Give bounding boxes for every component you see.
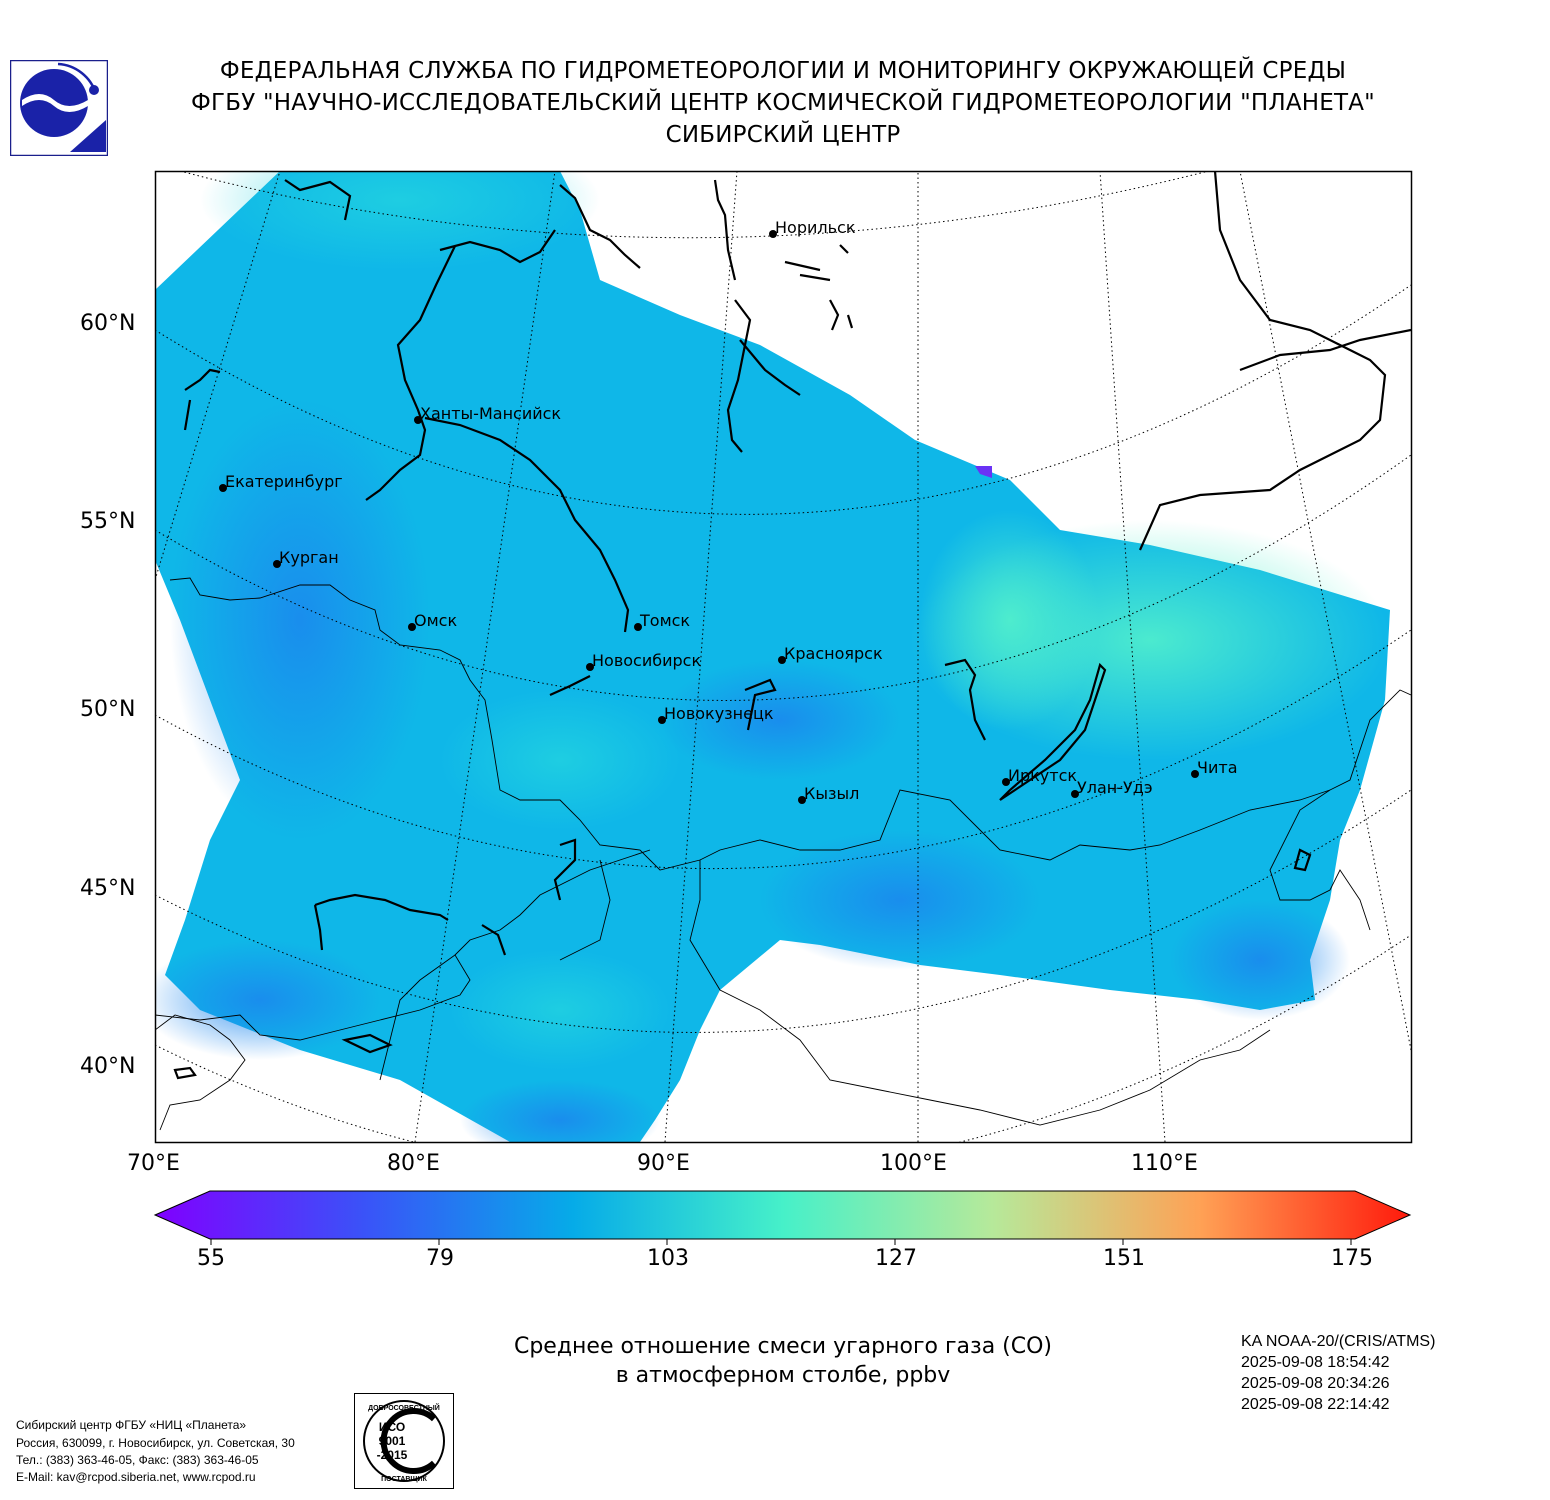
footer-line-1: Сибирский центр ФГБУ «НИЦ «Планета» [16, 1418, 247, 1432]
colorbar-bar [153, 1190, 1412, 1240]
city-markers [219, 230, 1199, 804]
colorbar-tick-2: 103 [647, 1246, 689, 1271]
city-novosibirsk: Новосибирск [592, 651, 702, 670]
city-novokuznetsk: Новокузнецк [664, 704, 774, 723]
colorbar-ticks [210, 1239, 1352, 1245]
city-dot [408, 623, 416, 631]
lon-label-80: 80°E [387, 1151, 440, 1176]
header-line-3: СИБИРСКИЙ ЦЕНТР [665, 122, 901, 148]
header-line-2: ФГБУ "НАУЧНО-ИССЛЕДОВАТЕЛЬСКИЙ ЦЕНТР КОС… [191, 90, 1375, 116]
city-dot [1191, 770, 1199, 778]
city-chita: Чита [1197, 758, 1238, 777]
iso-badge-bottom: ПОСТАВЩИК [381, 1476, 427, 1483]
colorbar-tick-0: 55 [197, 1246, 225, 1271]
city-dot [414, 416, 422, 424]
city-krasnoyarsk: Красноярск [784, 644, 883, 663]
iso-badge-mid1: ИСО [379, 1420, 405, 1434]
graticule [155, 171, 1411, 1142]
city-khanty-mansiysk: Ханты-Мансийск [420, 404, 562, 423]
iso-9001-badge: ДОБРОСОВЕСТНЫЙ ИСО 9001 -2015 ПОСТАВЩИК [354, 1393, 454, 1489]
caption-line-2: в атмосферном столбе, ppbv [615, 1363, 951, 1388]
city-dot [778, 656, 786, 664]
lat-label-45: 45°N [80, 876, 136, 901]
map-frame [154, 170, 1413, 1144]
city-tomsk: Томск [640, 611, 691, 630]
city-omsk: Омск [414, 611, 458, 630]
city-kyzyl: Кызыл [804, 784, 860, 803]
city-ulan-ude: Улан-Удэ [1077, 778, 1153, 797]
satellite-time-2: 2025-09-08 20:34:26 [1241, 1375, 1390, 1392]
lon-label-70: 70°E [127, 1151, 180, 1176]
city-dot [1002, 778, 1010, 786]
satellite-name: KA NOAA-20/(CRIS/ATMS) [1241, 1333, 1436, 1350]
colorbar-tick-4: 151 [1103, 1246, 1145, 1271]
caption-line-1: Среднее отношение смеси угарного газа (C… [513, 1334, 1053, 1359]
city-dot [634, 623, 642, 631]
city-dot [769, 230, 777, 238]
iso-badge-mid2: 9001 [379, 1434, 406, 1448]
lat-label-40: 40°N [80, 1054, 136, 1079]
city-dot [1071, 790, 1079, 798]
footer-line-2: Россия, 630099, г. Новосибирск, ул. Сове… [16, 1436, 295, 1450]
colorbar-tick-1: 79 [426, 1246, 454, 1271]
city-dot [586, 663, 594, 671]
city-dot [658, 716, 666, 724]
city-yekaterinburg: Екатеринбург [225, 472, 343, 491]
city-norilsk: Норильск [775, 218, 856, 237]
lon-label-110: 110°E [1131, 1151, 1198, 1176]
footer-line-4: E-Mail: kav@rcpod.siberia.net, www.rcpod… [16, 1470, 256, 1484]
city-kurgan: Курган [279, 548, 339, 567]
co-swath-area [155, 171, 1390, 1142]
lat-label-50: 50°N [80, 697, 136, 722]
rivers-coastlines [173, 171, 1411, 1080]
colorbar-tick-3: 127 [875, 1246, 917, 1271]
borders [155, 577, 1411, 1131]
city-dot [219, 484, 227, 492]
satellite-time-3: 2025-09-08 22:14:42 [1241, 1396, 1390, 1413]
planeta-logo [10, 60, 108, 156]
city-irkutsk: Иркутск [1008, 766, 1078, 785]
footer-line-3: Тел.: (383) 363-46-05, Факс: (383) 363-4… [16, 1453, 259, 1467]
lon-label-90: 90°E [637, 1151, 690, 1176]
satellite-time-1: 2025-09-08 18:54:42 [1241, 1354, 1390, 1371]
city-dot [273, 560, 281, 568]
header-line-1: ФЕДЕРАЛЬНАЯ СЛУЖБА ПО ГИДРОМЕТЕОРОЛОГИИ … [219, 58, 1347, 84]
iso-badge-mid3: -2015 [377, 1448, 408, 1462]
lat-label-60: 60°N [80, 311, 136, 336]
colorbar [153, 1190, 1412, 1245]
iso-badge-top: ДОБРОСОВЕСТНЫЙ [368, 1403, 440, 1412]
lat-label-55: 55°N [80, 509, 136, 534]
colorbar-tick-5: 175 [1331, 1246, 1373, 1271]
city-dot [798, 796, 806, 804]
lon-label-100: 100°E [880, 1151, 947, 1176]
